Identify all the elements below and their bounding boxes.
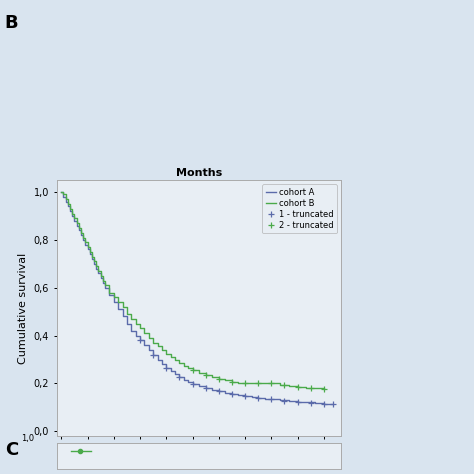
Text: 1,0: 1,0 — [21, 434, 34, 443]
X-axis label: Months: Months — [176, 459, 222, 469]
Legend: cohort A, cohort B, 1 - truncated, 2 - truncated: cohort A, cohort B, 1 - truncated, 2 - t… — [263, 184, 337, 233]
Y-axis label: Cumulative survival: Cumulative survival — [18, 253, 28, 364]
Title: Months: Months — [176, 168, 222, 178]
Text: C: C — [5, 441, 18, 459]
Text: B: B — [5, 14, 18, 32]
